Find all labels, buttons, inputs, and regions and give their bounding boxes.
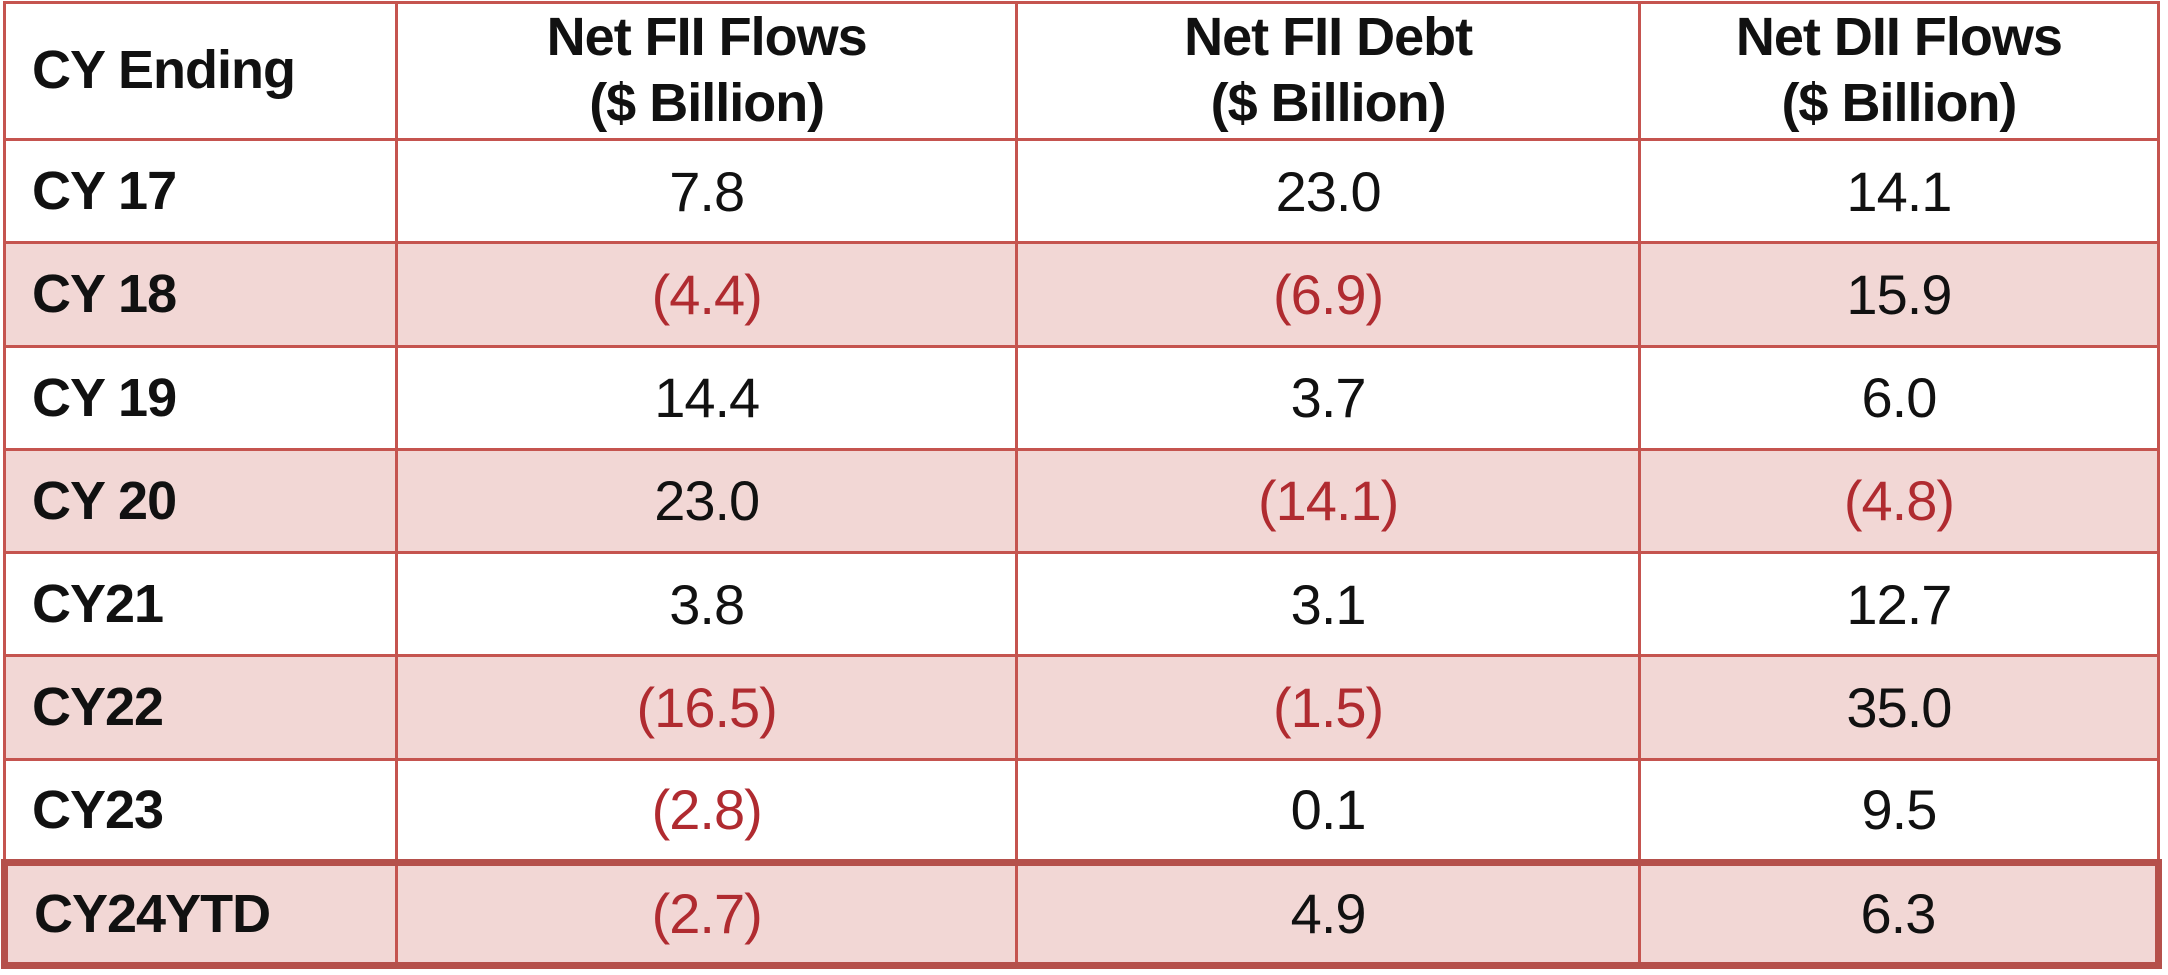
table-row-cy21: CY21 3.8 3.1 12.7 xyxy=(2,550,2161,658)
fii-debt-cell: (6.9) xyxy=(1015,241,1641,348)
year-cell: CY23 xyxy=(2,757,399,864)
year-cell: CY21 xyxy=(2,550,399,658)
fii-flows-cell: (4.4) xyxy=(395,241,1019,348)
column-header-net-fii-flows: Net FII Flows ($ Billion) xyxy=(395,1,1019,141)
dii-flows-cell: 6.3 xyxy=(1637,858,2163,970)
fii-flows-cell: 23.0 xyxy=(395,447,1019,555)
column-header-net-dii-flows: Net DII Flows ($ Billion) xyxy=(1637,1,2161,141)
year-cell: CY 17 xyxy=(2,137,399,245)
table-row-cy18: CY 18 (4.4) (6.9) 15.9 xyxy=(2,241,2161,348)
year-cell: CY 20 xyxy=(2,447,399,555)
fii-debt-cell: 4.9 xyxy=(1015,858,1641,970)
header-line-1: Net FII Debt xyxy=(1184,7,1473,68)
fii-flows-cell: 3.8 xyxy=(395,550,1019,658)
header-line-1: Net DII Flows xyxy=(1735,7,2063,68)
dii-flows-cell: 14.1 xyxy=(1637,137,2161,245)
year-cell: CY24YTD xyxy=(0,858,399,970)
table-row-cy17: CY 17 7.8 23.0 14.1 xyxy=(2,137,2161,245)
year-cell: CY 18 xyxy=(2,241,399,348)
dii-flows-cell: 15.9 xyxy=(1637,241,2161,348)
year-cell: CY22 xyxy=(2,654,399,761)
fii-flows-cell: 7.8 xyxy=(395,137,1019,245)
fii-debt-cell: 3.1 xyxy=(1015,550,1641,658)
fii-debt-cell: 0.1 xyxy=(1015,757,1641,864)
header-line-2: ($ Billion) xyxy=(1781,73,2017,133)
table-body: CY 17 7.8 23.0 14.1 CY 18 (4.4) (6.9) 15… xyxy=(0,137,2163,970)
table-row-cy24ytd: CY24YTD (2.7) 4.9 6.3 xyxy=(0,858,2163,970)
fii-debt-cell: 3.7 xyxy=(1015,344,1641,451)
table-row-cy19: CY 19 14.4 3.7 6.0 xyxy=(2,344,2161,451)
dii-flows-cell: (4.8) xyxy=(1637,447,2161,555)
header-line-2: ($ Billion) xyxy=(589,73,825,133)
dii-flows-cell: 9.5 xyxy=(1637,757,2161,864)
header-row: CY Ending Net FII Flows ($ Billion) Net … xyxy=(2,1,2161,141)
dii-flows-cell: 35.0 xyxy=(1637,654,2161,761)
table-header: CY Ending Net FII Flows ($ Billion) Net … xyxy=(2,1,2161,141)
dii-flows-cell: 12.7 xyxy=(1637,550,2161,658)
year-cell: CY 19 xyxy=(2,344,399,451)
fii-flows-cell: (2.7) xyxy=(395,858,1019,970)
fii-flows-cell: 14.4 xyxy=(395,344,1019,451)
fii-flows-cell: (16.5) xyxy=(395,654,1019,761)
fii-debt-cell: (14.1) xyxy=(1015,447,1641,555)
column-header-cy-ending: CY Ending xyxy=(2,1,399,141)
fii-debt-cell: (1.5) xyxy=(1015,654,1641,761)
column-header-net-fii-debt: Net FII Debt ($ Billion) xyxy=(1015,1,1641,141)
table-row-cy22: CY22 (16.5) (1.5) 35.0 xyxy=(2,654,2161,761)
fii-flows-cell: (2.8) xyxy=(395,757,1019,864)
header-line-2: ($ Billion) xyxy=(1210,73,1447,133)
header-line-1: Net FII Flows xyxy=(546,7,868,68)
table-row-cy23: CY23 (2.8) 0.1 9.5 xyxy=(2,757,2161,864)
fii-debt-cell: 23.0 xyxy=(1015,137,1641,245)
table-row-cy20: CY 20 23.0 (14.1) (4.8) xyxy=(2,447,2161,555)
dii-flows-cell: 6.0 xyxy=(1637,344,2161,451)
